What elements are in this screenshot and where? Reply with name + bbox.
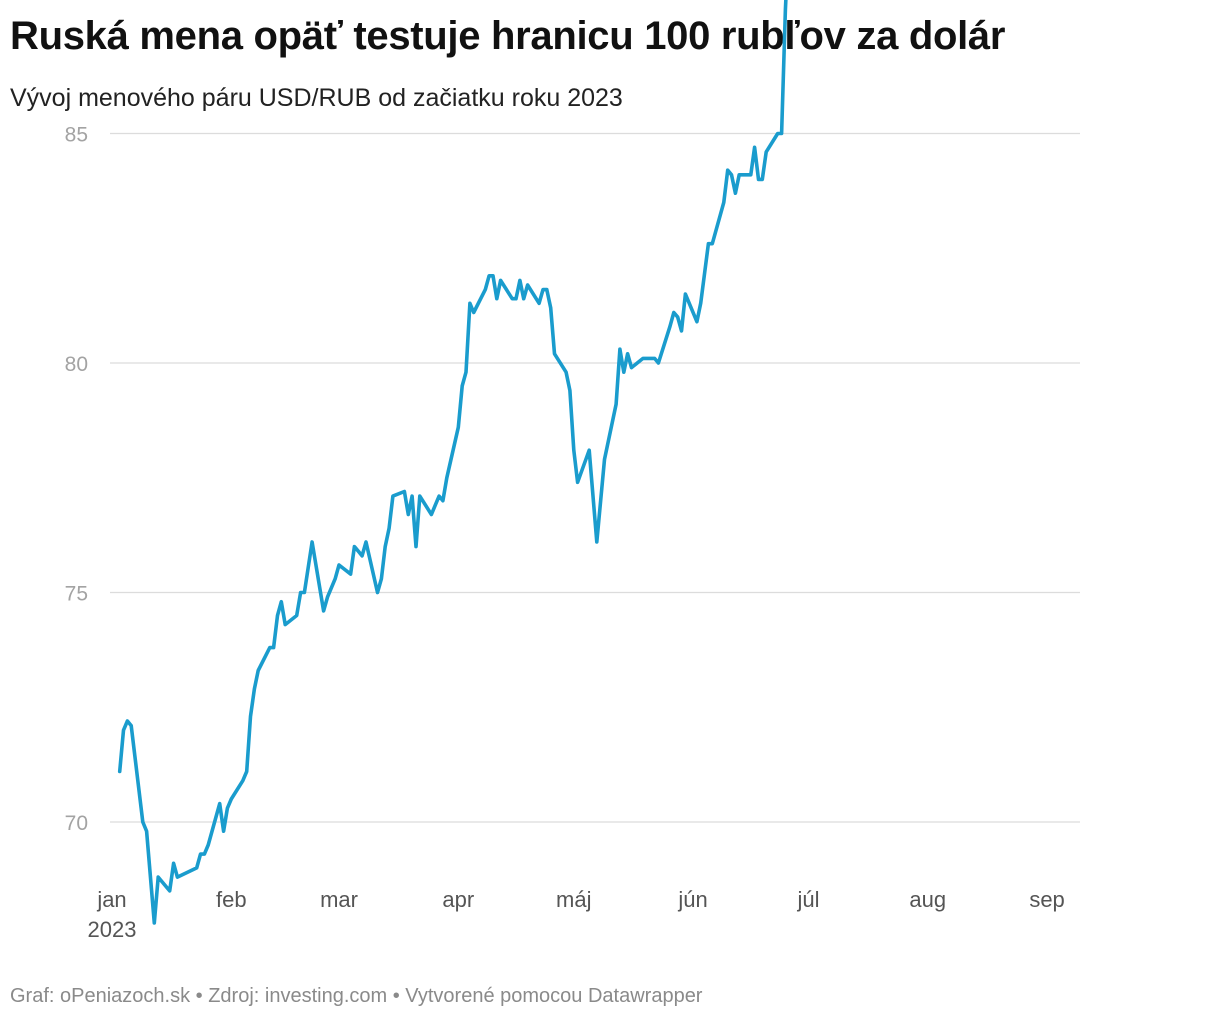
series-layer: 98,25 RUB — [117, 0, 788, 925]
gridlines — [110, 132, 1080, 823]
series-line-usd-rub — [117, 0, 788, 925]
x-tick-sublabel: 2023 — [88, 917, 137, 942]
y-tick-label: 85 — [65, 124, 88, 147]
x-tick-label: aug — [909, 887, 946, 912]
y-tick-label: 75 — [65, 583, 88, 606]
y-tick-label: 80 — [65, 353, 88, 376]
chart-title: Ruská mena opäť testuje hranicu 100 rubľ… — [10, 14, 1006, 58]
y-axis: 95 RUB9085807570 — [65, 124, 88, 836]
x-axis: jan 2023 feb mar apr máj jún júl aug sep — [88, 887, 1065, 942]
x-tick-label: sep — [1029, 887, 1064, 912]
x-tick-label: mar — [320, 887, 358, 912]
x-tick-label: máj — [556, 887, 591, 912]
chart-subtitle: Vývoj menového páru USD/RUB od začiatku … — [10, 84, 623, 112]
y-tick-label: 70 — [65, 812, 88, 835]
x-tick-label: jún — [677, 887, 707, 912]
x-tick-label: apr — [442, 887, 474, 912]
x-tick-label: júl — [796, 887, 819, 912]
x-tick-label: jan — [96, 887, 126, 912]
footer-credits: Graf: oPeniazoch.sk • Zdroj: investing.c… — [10, 985, 703, 1007]
line-chart: 95 RUB9085807570 jan2023febmaraprmájjúnj… — [65, 0, 1080, 942]
x-tick-label: feb — [216, 887, 247, 912]
